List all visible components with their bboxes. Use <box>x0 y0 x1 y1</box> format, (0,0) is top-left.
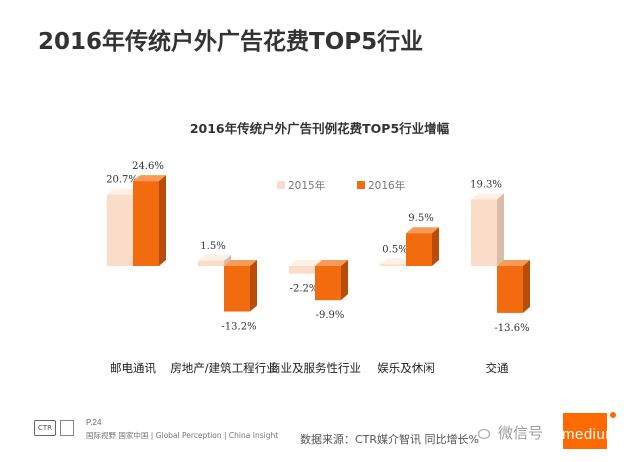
footer-tagline: 国际视野 国家中国 | Global Perception | China In… <box>86 431 279 440</box>
legend-swatch <box>277 181 285 189</box>
data-label: -13.2% <box>221 322 256 333</box>
bar-side-face <box>341 260 348 301</box>
data-label: 24.6% <box>132 161 164 172</box>
slide-title: 2016年传统户外广告花费TOP5行业 <box>38 29 424 55</box>
bar-top-face <box>107 188 140 195</box>
category-label: 商业及服务性行业 <box>269 361 361 375</box>
data-source-note: 数据来源：CTR媒介智讯 同比增长% <box>300 433 479 446</box>
category-label: 娱乐及休闲 <box>377 361 435 375</box>
bar-top-face <box>380 258 413 265</box>
bar <box>107 194 133 266</box>
bar-side-face <box>224 254 231 266</box>
legend-label: 2016年 <box>368 179 405 192</box>
bar <box>289 266 315 274</box>
chart-title: 2016年传统户外广告刊例花费TOP5行业增幅 <box>189 121 450 136</box>
bar-top-face <box>315 260 348 266</box>
partner-logo-icon <box>60 420 74 436</box>
bar-side-face <box>159 175 166 266</box>
bar-top-face <box>289 260 322 266</box>
data-label: 9.5% <box>408 213 433 224</box>
bar-top-face <box>224 260 257 266</box>
bar <box>198 260 224 266</box>
wechat-icon <box>478 428 491 440</box>
data-label: 0.5% <box>382 244 407 255</box>
bar-side-face <box>250 260 257 312</box>
legend-label: 2015年 <box>288 179 325 192</box>
brand-logo-text: medium <box>562 426 619 443</box>
legend-swatch <box>357 181 365 189</box>
category-label: 邮电通讯 <box>110 361 156 375</box>
data-label: 19.3% <box>470 179 502 190</box>
bar-top-face <box>133 175 166 182</box>
brand-mark-icon <box>610 412 616 418</box>
bar-top-face <box>406 227 439 234</box>
bar-top-face <box>497 260 530 266</box>
data-label: 1.5% <box>200 241 225 252</box>
data-label: -9.9% <box>316 310 345 321</box>
bar-side-face <box>523 260 530 313</box>
data-label: 20.7% <box>106 175 138 186</box>
bar <box>380 264 406 266</box>
data-label: -2.2% <box>290 284 319 295</box>
category-label: 交通 <box>486 361 509 375</box>
data-label: -13.6% <box>494 323 529 334</box>
page-number: P.24 <box>86 418 102 427</box>
wechat-watermark: 微信号 <box>498 424 544 442</box>
bar <box>315 266 341 301</box>
bar-top-face <box>198 254 231 261</box>
bar <box>471 199 497 266</box>
bar <box>133 181 159 266</box>
ctr-logo: CTR <box>34 420 56 436</box>
brand-logo-box <box>563 413 607 449</box>
bar <box>224 266 250 312</box>
bar-side-face <box>497 193 504 266</box>
bar <box>406 233 432 266</box>
category-label: 房地产/建筑工程行业 <box>170 361 277 375</box>
bar-side-face <box>432 227 439 266</box>
ctr-logo-text: CTR <box>37 424 53 432</box>
bar-top-face <box>471 193 504 200</box>
bar <box>497 266 523 313</box>
